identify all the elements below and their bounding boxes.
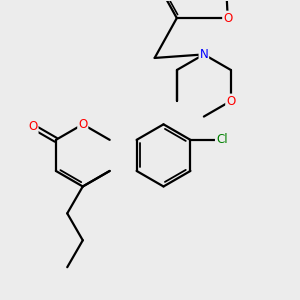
Text: O: O: [28, 120, 38, 133]
Text: N: N: [200, 48, 208, 61]
Text: O: O: [223, 12, 232, 25]
Text: O: O: [78, 118, 87, 131]
Text: O: O: [226, 94, 236, 107]
Text: Cl: Cl: [216, 134, 227, 146]
